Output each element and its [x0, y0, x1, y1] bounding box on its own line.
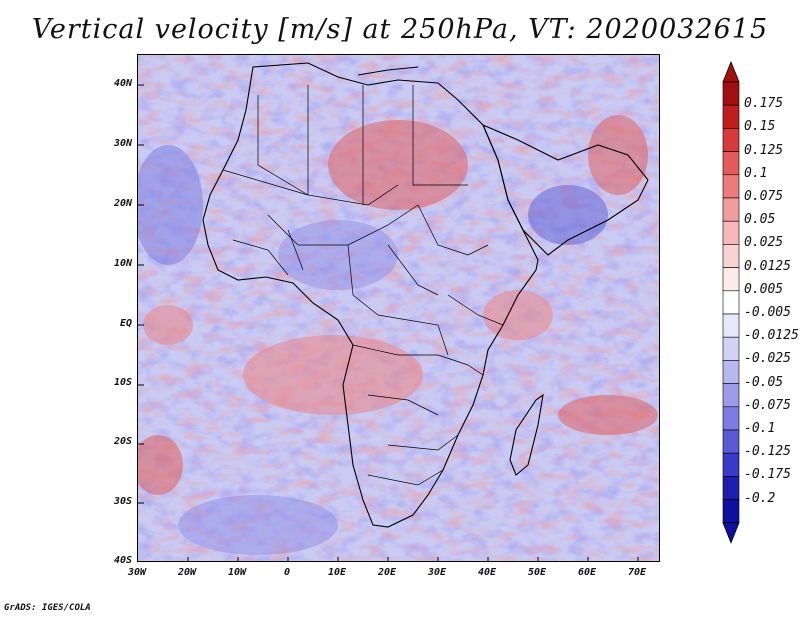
- lon-label-10w: 10W: [227, 567, 247, 578]
- lat-label-20s: 20S: [113, 436, 132, 447]
- ascent-regions: [138, 115, 658, 495]
- colorbar-segment: [722, 220, 740, 245]
- lon-label-10e: 10E: [327, 567, 347, 578]
- colorbar-segment: [722, 151, 740, 176]
- colorbar-segment: [722, 267, 740, 292]
- colorbar-segment: [722, 406, 740, 431]
- lat-label-40n: 40N: [113, 78, 132, 89]
- lat-label-30s: 30S: [113, 496, 132, 507]
- lat-label-eq: EQ: [119, 318, 132, 329]
- lat-label-10n: 10N: [113, 258, 132, 269]
- colorbar-tick-label: 0.175: [744, 96, 784, 112]
- lat-label-40s: 40S: [113, 555, 132, 566]
- colorbar-segment: [722, 429, 740, 454]
- colorbar-segment: [722, 336, 740, 361]
- colorbar-tick-label: -0.05: [744, 374, 784, 390]
- colorbar-top-arrow: [722, 60, 740, 83]
- colorbar-segment: [722, 81, 740, 106]
- colorbar-tick-label: -0.0125: [744, 328, 799, 344]
- coastlines: [202, 62, 649, 528]
- colorbar-segment: [722, 499, 740, 524]
- colorbar-segment: [722, 104, 740, 129]
- colorbar-tick-label: -0.175: [744, 467, 791, 483]
- colorbar-segment: [722, 313, 740, 338]
- colorbar-segment: [722, 360, 740, 384]
- lon-label-50e: 50E: [527, 567, 547, 578]
- colorbar: [722, 60, 740, 544]
- lon-label-30e: 30E: [427, 567, 447, 578]
- colorbar-tick-label: -0.2: [744, 490, 776, 506]
- colorbar-tick-label: -0.005: [744, 305, 791, 320]
- colorbar-segment: [722, 452, 740, 477]
- colorbar-segment: [722, 197, 740, 222]
- colorbar-segment: [722, 476, 740, 500]
- lat-label-10s: 10S: [113, 377, 132, 388]
- lat-label-20n: 20N: [113, 198, 132, 209]
- colorbar-tick-label: 0.15: [744, 119, 776, 135]
- lon-label-70e: 70E: [627, 567, 647, 578]
- footer-credit: GrADS: IGES/COLA: [4, 603, 91, 613]
- colorbar-tick-label: 0.05: [744, 212, 776, 228]
- colorbar-tick-label: 0.125: [744, 142, 784, 158]
- colorbar-tick-label: -0.075: [744, 397, 791, 413]
- axis-ticks: [138, 84, 639, 561]
- colorbar-segment: [722, 128, 740, 152]
- colorbar-tick-label: 0.1: [744, 165, 768, 181]
- lon-label-40e: 40E: [477, 567, 497, 578]
- lon-label-0: 0: [283, 567, 291, 578]
- colorbar-tick-label: -0.1: [744, 421, 776, 436]
- colorbar-segment: [722, 174, 740, 199]
- colorbar-segment: [722, 290, 740, 315]
- country-borders: [222, 85, 504, 486]
- colorbar-tick-label: 0.025: [744, 235, 784, 251]
- colorbar-segment: [722, 244, 740, 268]
- colorbar-tick-label: 0.0125: [744, 258, 791, 274]
- colorbar-bottom-arrow: [722, 522, 740, 544]
- colorbar-tick-label: 0.005: [744, 281, 784, 297]
- colorbar-segment: [722, 383, 740, 408]
- plot-title: Vertical velocity [m/s] at 250hPa, VT: 2…: [31, 14, 769, 45]
- velocity-field: [138, 55, 659, 561]
- lon-label-30w: 30W: [127, 567, 147, 578]
- map-plot-area: [137, 54, 660, 562]
- descent-regions: [138, 145, 608, 555]
- lon-label-20e: 20E: [377, 567, 397, 578]
- lon-label-60e: 60E: [577, 567, 597, 578]
- lon-label-20w: 20W: [177, 567, 197, 578]
- colorbar-tick-label: 0.075: [744, 189, 784, 204]
- colorbar-tick-label: -0.025: [744, 351, 791, 367]
- lat-label-30n: 30N: [113, 138, 132, 149]
- colorbar-tick-label: -0.125: [744, 444, 791, 460]
